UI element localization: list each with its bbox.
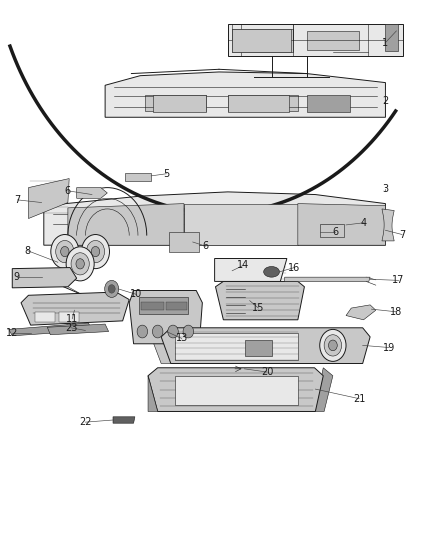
Text: 7: 7 [14, 195, 21, 205]
Polygon shape [285, 277, 370, 281]
Bar [245, 340, 272, 356]
Text: 19: 19 [383, 343, 395, 352]
Polygon shape [44, 192, 385, 245]
Polygon shape [12, 268, 77, 288]
Bar [145, 95, 206, 111]
Circle shape [183, 325, 194, 338]
Bar [175, 376, 298, 405]
Polygon shape [148, 376, 158, 411]
Polygon shape [215, 259, 287, 281]
Text: 6: 6 [203, 241, 209, 251]
Circle shape [51, 235, 79, 269]
Text: 20: 20 [261, 367, 273, 377]
Bar [232, 29, 291, 52]
Circle shape [81, 235, 110, 269]
Bar [385, 24, 398, 51]
Circle shape [56, 240, 74, 263]
Circle shape [108, 285, 115, 293]
Text: 23: 23 [65, 323, 77, 333]
Polygon shape [28, 179, 69, 219]
Bar [307, 95, 350, 112]
Polygon shape [129, 290, 202, 344]
Text: 11: 11 [66, 314, 78, 324]
Polygon shape [47, 324, 109, 335]
Polygon shape [184, 204, 298, 245]
Text: 21: 21 [353, 394, 365, 403]
Polygon shape [77, 188, 107, 198]
Circle shape [86, 240, 105, 263]
Text: 5: 5 [163, 169, 170, 179]
Polygon shape [346, 305, 376, 320]
Circle shape [137, 325, 148, 338]
Polygon shape [320, 224, 344, 237]
Bar [153, 95, 206, 112]
Bar [184, 209, 280, 244]
Text: 6: 6 [65, 186, 71, 196]
Bar [232, 29, 293, 52]
Circle shape [324, 335, 342, 356]
Polygon shape [113, 417, 135, 423]
Polygon shape [215, 281, 304, 320]
Text: 22: 22 [79, 417, 92, 427]
Text: 10: 10 [130, 289, 142, 299]
Polygon shape [105, 72, 385, 117]
Polygon shape [228, 24, 403, 56]
Text: 2: 2 [382, 96, 389, 106]
Circle shape [168, 325, 178, 338]
Polygon shape [169, 232, 199, 252]
Polygon shape [148, 368, 323, 411]
Text: 16: 16 [288, 263, 300, 272]
Polygon shape [125, 173, 151, 181]
Text: 15: 15 [252, 303, 265, 313]
Bar [141, 302, 164, 310]
Polygon shape [68, 204, 184, 245]
Bar [44, 272, 66, 285]
Bar [166, 302, 187, 310]
Circle shape [328, 340, 337, 351]
Text: 8: 8 [24, 246, 30, 255]
Polygon shape [9, 323, 92, 336]
Text: 3: 3 [382, 184, 389, 194]
Bar [59, 312, 79, 322]
Text: 14: 14 [237, 261, 249, 270]
Bar [175, 333, 298, 360]
Bar [298, 211, 359, 243]
Circle shape [71, 253, 89, 275]
Text: 1: 1 [382, 38, 389, 47]
Bar [228, 95, 289, 112]
Ellipse shape [264, 266, 279, 277]
Circle shape [66, 247, 94, 281]
Bar [35, 312, 55, 322]
Circle shape [320, 329, 346, 361]
Bar [307, 31, 359, 50]
Polygon shape [161, 328, 370, 364]
Bar [139, 297, 188, 314]
Circle shape [105, 280, 119, 297]
Polygon shape [298, 204, 385, 245]
Circle shape [91, 246, 100, 257]
Bar [228, 95, 298, 111]
Polygon shape [21, 292, 129, 325]
Circle shape [60, 246, 69, 257]
Bar [17, 272, 41, 285]
Circle shape [76, 259, 85, 269]
Text: 4: 4 [360, 218, 367, 228]
Text: 9: 9 [14, 272, 20, 282]
Circle shape [152, 325, 163, 338]
Text: 17: 17 [392, 276, 405, 285]
Polygon shape [314, 368, 333, 411]
Text: 13: 13 [176, 334, 188, 343]
Text: 7: 7 [399, 230, 405, 239]
Text: 12: 12 [6, 328, 18, 337]
Text: 18: 18 [390, 307, 403, 317]
Text: 6: 6 [332, 227, 338, 237]
Polygon shape [151, 328, 179, 364]
Polygon shape [382, 209, 394, 241]
